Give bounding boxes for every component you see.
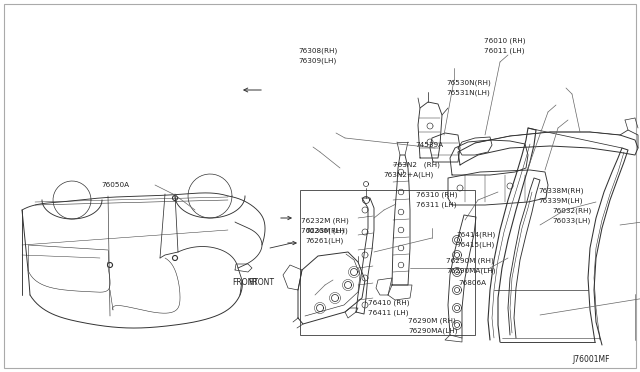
Text: 76290M (RH): 76290M (RH) <box>408 318 456 324</box>
Text: 76310 (RH): 76310 (RH) <box>416 192 458 199</box>
Text: FRONT: FRONT <box>248 278 274 287</box>
Text: 76531N(LH): 76531N(LH) <box>446 89 490 96</box>
Text: 76415(LH): 76415(LH) <box>456 242 494 248</box>
Text: 76806A: 76806A <box>458 280 486 286</box>
Text: 76309(LH): 76309(LH) <box>298 57 336 64</box>
Text: 76339M(LH): 76339M(LH) <box>538 198 582 205</box>
Text: FRONT: FRONT <box>232 278 258 287</box>
Text: 76290MA(LH): 76290MA(LH) <box>408 328 458 334</box>
Text: 76411 (LH): 76411 (LH) <box>368 310 408 317</box>
Text: 76290MA(LH): 76290MA(LH) <box>446 268 495 275</box>
Text: 76311 (LH): 76311 (LH) <box>416 202 456 208</box>
Text: 76232M (RH): 76232M (RH) <box>301 218 349 224</box>
Text: 76530N(RH): 76530N(RH) <box>446 80 491 87</box>
Bar <box>300 190 475 335</box>
Text: 74539A: 74539A <box>415 142 443 148</box>
Text: 76261(LH): 76261(LH) <box>305 238 343 244</box>
Text: J76001MF: J76001MF <box>572 355 609 364</box>
Text: 76050A: 76050A <box>101 182 129 188</box>
Text: 76033(LH): 76033(LH) <box>552 218 590 224</box>
Text: 76410 (RH): 76410 (RH) <box>368 300 410 307</box>
Text: 76414(RH): 76414(RH) <box>456 232 495 238</box>
Text: 76338M(RH): 76338M(RH) <box>538 188 584 195</box>
Text: 76233M (LH): 76233M (LH) <box>301 228 348 234</box>
Text: 76010 (RH): 76010 (RH) <box>484 38 525 45</box>
Text: 76308(RH): 76308(RH) <box>298 48 337 55</box>
Text: 763N2+A(LH): 763N2+A(LH) <box>383 172 433 179</box>
Text: 763N2   (RH): 763N2 (RH) <box>393 162 440 169</box>
Text: 76290M (RH): 76290M (RH) <box>446 258 493 264</box>
Text: 76011 (LH): 76011 (LH) <box>484 47 525 54</box>
Text: 76032(RH): 76032(RH) <box>552 208 591 215</box>
Text: 76260(RH): 76260(RH) <box>305 228 344 234</box>
